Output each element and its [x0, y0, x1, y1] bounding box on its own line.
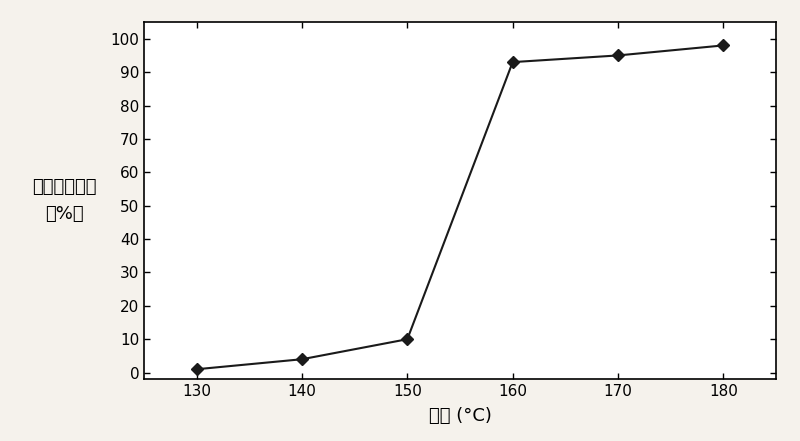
Text: 二甲醚转化率
（%）: 二甲醚转化率 （%） — [32, 179, 96, 223]
X-axis label: 温度 (°C): 温度 (°C) — [429, 407, 491, 426]
